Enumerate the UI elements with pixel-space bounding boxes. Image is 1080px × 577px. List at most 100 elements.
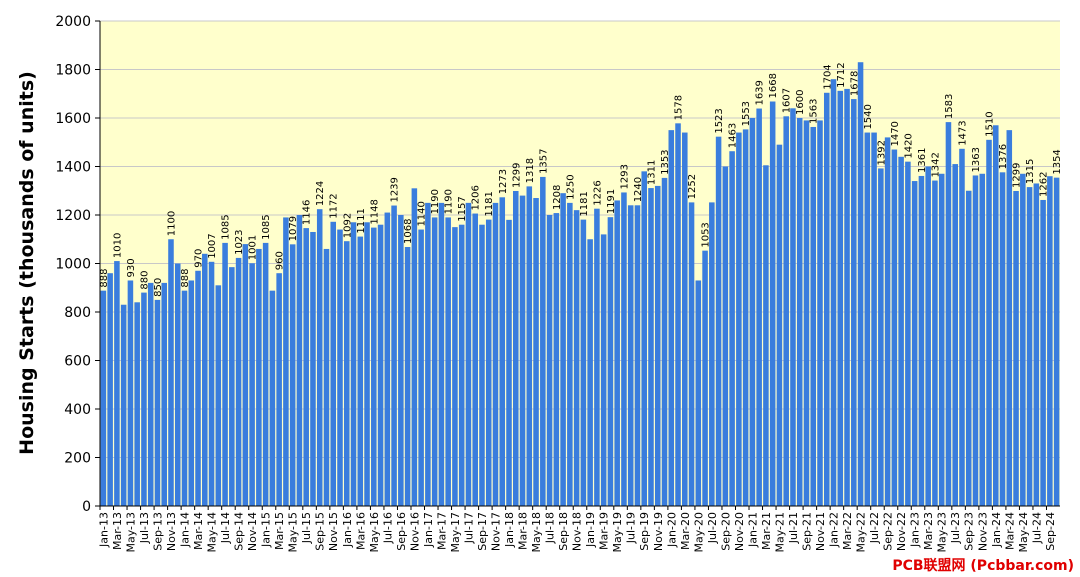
x-tick-label: Sep-19 [638, 512, 651, 551]
data-label: 1420 [903, 133, 914, 158]
data-label: 1148 [369, 199, 380, 224]
data-label: 1140 [417, 201, 428, 226]
x-tick-label: Sep-17 [476, 512, 489, 551]
data-label: 1001 [248, 235, 259, 260]
bar [878, 168, 884, 506]
bar [864, 132, 871, 507]
bar [932, 180, 938, 506]
bar [702, 250, 708, 506]
data-label: 1100 [166, 211, 177, 236]
x-tick-label: Nov-16 [408, 512, 421, 551]
data-label: 1273 [498, 169, 509, 194]
x-tick-label: Jul-20 [706, 512, 719, 544]
x-tick-label: Jul-19 [625, 512, 638, 544]
bar [357, 236, 364, 506]
bar [425, 202, 431, 507]
bar [404, 247, 411, 506]
bar [1026, 187, 1033, 507]
x-tick-label: May-21 [773, 512, 786, 553]
bar [1040, 199, 1046, 506]
x-tick-label: May-14 [206, 512, 219, 553]
x-tick-label: Sep-15 [314, 512, 327, 551]
x-tick-label: Sep-14 [233, 512, 246, 551]
bar [492, 202, 499, 507]
bar [729, 151, 735, 506]
bar [114, 261, 120, 506]
x-tick-label: May-23 [936, 512, 949, 553]
data-label: 930 [126, 258, 137, 277]
data-label: 1181 [484, 191, 495, 216]
bar [634, 205, 641, 507]
bar [1053, 177, 1060, 506]
bar [229, 267, 235, 506]
bar [553, 213, 560, 506]
bar [533, 198, 539, 506]
x-tick-label: Mar-14 [192, 512, 205, 550]
x-tick-label: Jul-15 [300, 512, 313, 544]
bar [438, 202, 445, 507]
bar [323, 248, 330, 506]
bar [479, 224, 485, 506]
data-label: 1607 [782, 88, 793, 113]
x-tick-label: Jan-15 [260, 512, 273, 548]
data-label: 970 [194, 249, 205, 268]
bar [242, 244, 249, 506]
bar [709, 202, 715, 506]
data-label: 1392 [876, 140, 887, 165]
data-label: 1085 [261, 214, 272, 239]
data-label: 1053 [701, 222, 712, 247]
x-tick-label: Nov-23 [976, 512, 989, 551]
data-label: 1342 [930, 152, 941, 177]
data-label: 1181 [579, 191, 590, 216]
bar [188, 280, 195, 506]
data-label: 1354 [1052, 149, 1063, 174]
bar [763, 165, 769, 507]
bar [621, 192, 627, 506]
bar [945, 122, 952, 507]
bar [256, 248, 262, 506]
x-tick-label: Sep-18 [557, 512, 570, 551]
x-tick-label: Jan-19 [584, 512, 597, 548]
bar [1033, 183, 1040, 506]
data-label: 1357 [538, 148, 549, 173]
x-tick-label: Jan-22 [828, 512, 841, 548]
bar [364, 222, 370, 506]
x-tick-label: Jul-21 [787, 512, 800, 544]
y-tick-label: 2000 [55, 14, 91, 30]
data-label: 1553 [741, 101, 752, 126]
data-label: 1190 [430, 189, 441, 214]
bar [519, 195, 526, 506]
bar [871, 132, 877, 507]
x-tick-label: Jul-17 [462, 512, 475, 544]
y-tick-label: 600 [64, 354, 91, 370]
bar [418, 229, 424, 507]
data-label: 1299 [511, 163, 522, 188]
data-label: 1224 [315, 181, 326, 206]
y-tick-label: 0 [82, 499, 91, 515]
x-tick-label: Mar-24 [1003, 512, 1016, 550]
data-label: 1470 [890, 121, 901, 146]
x-tick-label: Nov-14 [246, 512, 259, 551]
bar [100, 290, 107, 506]
bar [526, 186, 533, 506]
bar [269, 290, 276, 506]
x-tick-label: Mar-15 [273, 512, 286, 550]
bar [208, 261, 215, 506]
bar [722, 166, 729, 506]
data-label: 1146 [302, 200, 313, 225]
x-tick-label: Jan-21 [746, 512, 759, 548]
x-tick-label: Jul-22 [868, 512, 881, 544]
x-tick-label: Mar-16 [354, 512, 367, 550]
bar [736, 132, 742, 507]
bar [174, 263, 181, 506]
bar [668, 130, 675, 507]
data-label: 888 [99, 269, 110, 288]
x-tick-label: May-22 [855, 512, 868, 553]
x-tick-label: Jul-24 [1030, 512, 1043, 544]
bar [127, 280, 134, 506]
data-label: 1600 [795, 90, 806, 115]
data-label: 1240 [633, 177, 644, 202]
bar [594, 208, 600, 506]
x-tick-label: Jan-14 [179, 512, 192, 548]
